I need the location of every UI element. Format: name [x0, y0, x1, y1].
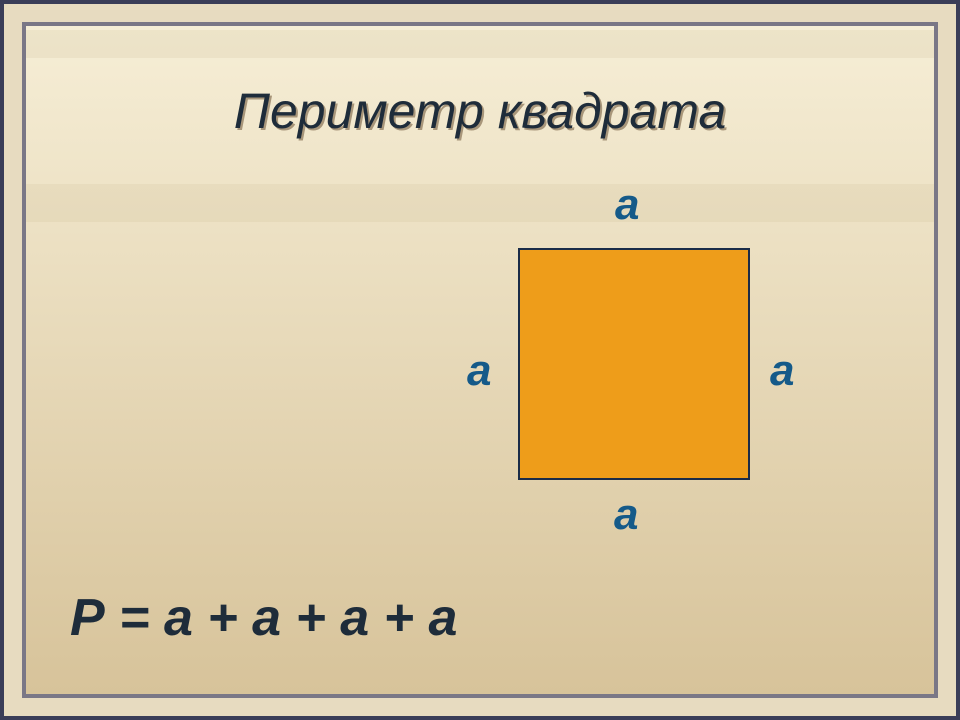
slide-title-text: Периметр квадрата — [26, 82, 934, 140]
inner-frame: Периметр квадрата Периметр квадрата a a … — [22, 22, 938, 698]
side-label-top: a — [615, 180, 639, 230]
perimeter-formula: Р = а + а + а + а — [70, 588, 457, 648]
side-label-bottom: a — [614, 490, 638, 540]
decorative-band-lower — [26, 184, 934, 222]
side-label-left: a — [467, 346, 491, 396]
side-label-right: a — [770, 346, 794, 396]
outer-frame: Периметр квадрата Периметр квадрата a a … — [0, 0, 960, 720]
decorative-band-top — [26, 30, 934, 58]
square-shape — [518, 248, 750, 480]
slide-canvas: Периметр квадрата Периметр квадрата a a … — [26, 26, 934, 694]
